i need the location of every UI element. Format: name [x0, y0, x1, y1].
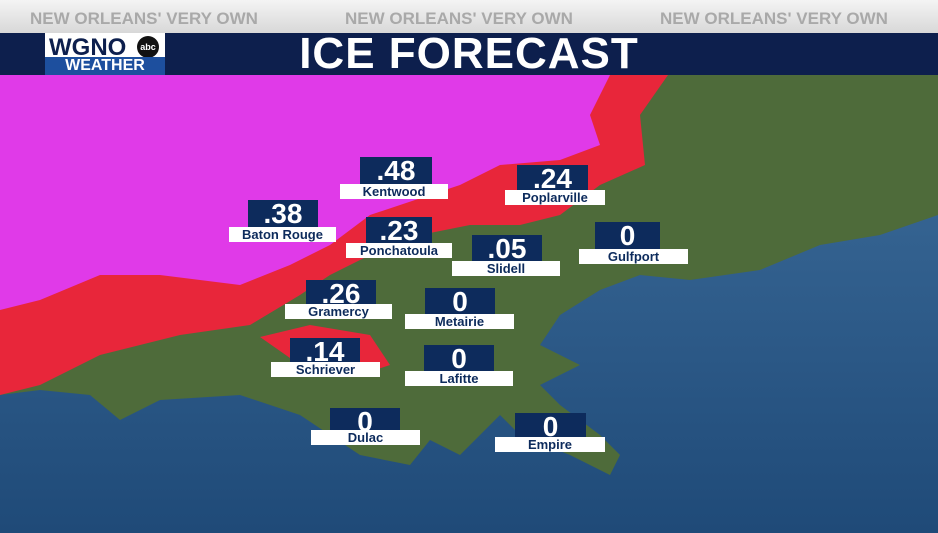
tagline: NEW ORLEANS' VERY OWN [660, 9, 888, 28]
logo-station: WGNO [49, 34, 127, 61]
location-name: Dulac [311, 430, 420, 445]
ice-area-magenta [0, 75, 610, 310]
ice-amount: 0 [425, 288, 495, 316]
location-name: Empire [495, 437, 605, 452]
location-name: Baton Rouge [229, 227, 336, 242]
location-name: Metairie [405, 314, 514, 329]
location-name: Gulfport [579, 249, 688, 264]
title: ICE FORECAST [299, 29, 639, 78]
ice-amount: .48 [360, 157, 432, 185]
ice-amount: 0 [424, 345, 494, 373]
location-name: Kentwood [340, 184, 448, 199]
ice-amount: 0 [595, 222, 660, 250]
ice-amount: .05 [472, 235, 542, 263]
tagline: NEW ORLEANS' VERY OWN [30, 9, 258, 28]
location-name: Schriever [271, 362, 380, 377]
location-name: Lafitte [405, 371, 513, 386]
ice-amount: .24 [517, 165, 588, 193]
location-name: Gramercy [285, 304, 392, 319]
ice-amount: .23 [366, 217, 432, 245]
location-name: Poplarville [505, 190, 605, 205]
logo-network: abc [137, 36, 159, 58]
ice-amount: 0 [515, 413, 586, 441]
ice-amount: .14 [290, 338, 360, 366]
tagline-strip: NEW ORLEANS' VERY OWN NEW ORLEANS' VERY … [0, 0, 938, 33]
tagline: NEW ORLEANS' VERY OWN [345, 9, 573, 28]
location-name: Ponchatoula [346, 243, 452, 258]
logo: WGNO abc WEATHER [45, 33, 165, 75]
ice-amount: .26 [306, 280, 376, 308]
location-name: Slidell [452, 261, 560, 276]
ice-amount: .38 [248, 200, 318, 228]
logo-brand: WEATHER [45, 57, 165, 75]
